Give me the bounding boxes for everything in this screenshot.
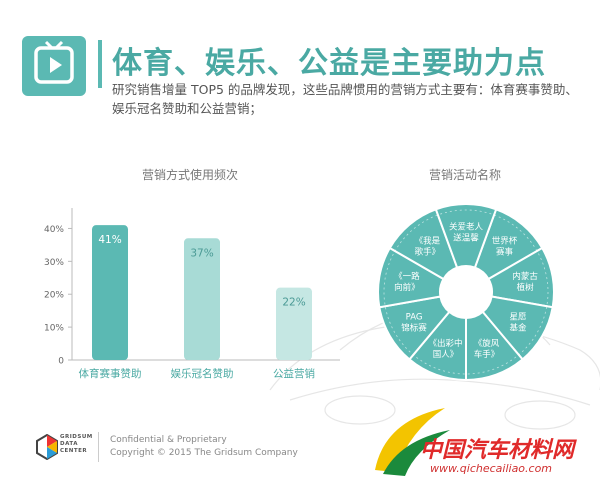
gridsum-brand: GRIDSUM DATA CENTER xyxy=(60,434,93,455)
y-tick-label: 0 xyxy=(58,357,64,367)
footer-copyright: Copyright © 2015 The Gridsum Company xyxy=(110,448,298,458)
title-accent-bar xyxy=(98,40,102,88)
wheel-slice-label: 《我是歌手》 xyxy=(415,236,441,258)
wheel-slice-label: 关爱老人送温馨 xyxy=(449,222,484,244)
category-label: 体育赛事赞助 xyxy=(79,367,142,380)
wheel-slice-label: 《出彩中国人》 xyxy=(428,338,462,360)
wheel-slice-label: PAG 锦标赛 xyxy=(401,313,427,334)
y-tick-label: 30% xyxy=(44,258,64,268)
bar-1 xyxy=(92,225,128,360)
wheel-inner-ring xyxy=(383,209,549,375)
bar-3 xyxy=(276,287,312,360)
bar-2 xyxy=(184,238,220,360)
tv-logo xyxy=(22,36,86,96)
y-tick-label: 40% xyxy=(44,225,64,235)
gridsum-logo-icon xyxy=(36,434,58,460)
footer-text: Confidential & Proprietary Copyright © 2… xyxy=(110,434,298,460)
bar-value-label: 41% xyxy=(98,234,121,246)
bar-value-label: 37% xyxy=(190,247,213,259)
wheel-slice-label: 《旋风车手》 xyxy=(474,338,500,360)
brand-line-2: DATA xyxy=(60,441,78,447)
wheel-slice-label: 星愿基金 xyxy=(509,313,527,334)
bar-value-label: 22% xyxy=(282,297,305,309)
bar-chart: 0 10% 20% 30% 40% 41% 体育赛事赞助 37% 娱乐冠名赞助 22% 公益营销 xyxy=(44,208,340,380)
footer-confidential: Confidential & Proprietary xyxy=(110,435,227,445)
watermark-url: www.qichecailiao.com xyxy=(430,462,553,475)
page-subtitle: 研究销售增量 TOP5 的品牌发现，这些品牌惯用的营销方式主要有：体育赛事赞助、… xyxy=(112,82,578,116)
tv-icon xyxy=(34,40,74,84)
watermark-swoosh-icon xyxy=(375,408,450,476)
y-tick-label: 20% xyxy=(44,291,64,301)
category-label: 公益营销 xyxy=(273,367,315,380)
watermark-text: 中国汽车材料网 xyxy=(420,438,575,463)
page-title: 体育、娱乐、公益是主要助力点 xyxy=(112,46,546,81)
brand-line-1: GRIDSUM xyxy=(60,434,93,440)
wheel-slice-label: 世界杯赛事 xyxy=(492,236,518,258)
footer-divider xyxy=(98,432,99,462)
brand-line-3: CENTER xyxy=(60,448,88,454)
y-tick-label: 10% xyxy=(44,324,64,334)
wheel-slice-label: 《一路向前》 xyxy=(394,271,420,293)
wheel-slice-label: 内蒙古植树 xyxy=(512,271,538,293)
bar-chart-title: 营销方式使用频次 xyxy=(141,168,238,182)
wheel-chart-title: 营销活动名称 xyxy=(428,168,501,182)
wheel-hole xyxy=(440,266,492,318)
category-label: 娱乐冠名赞助 xyxy=(171,367,234,380)
